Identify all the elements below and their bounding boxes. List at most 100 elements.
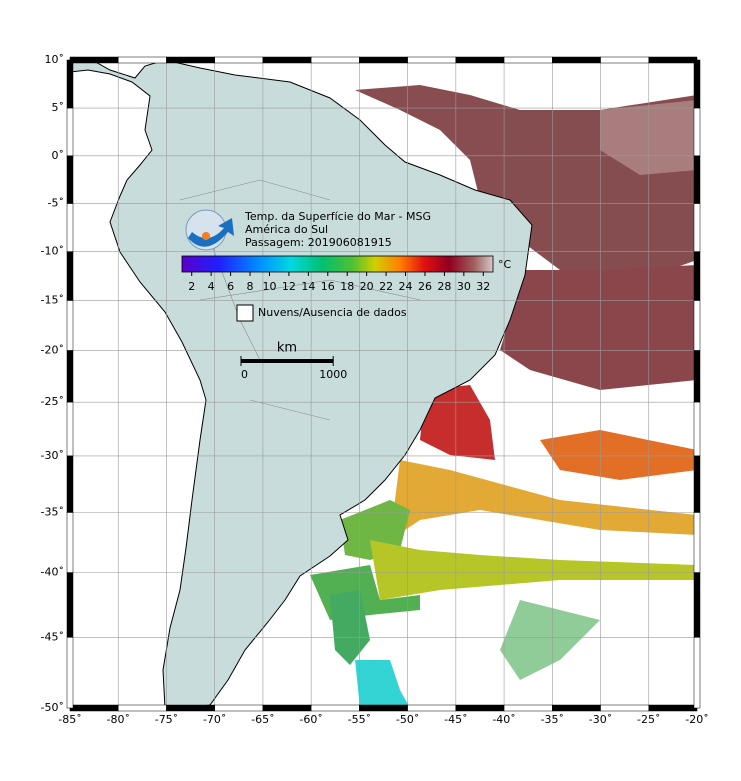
y-tick-label: -30˚	[41, 449, 64, 462]
pass: Passagem: 201906081915	[245, 236, 392, 249]
y-tick-label: 0˚	[52, 149, 65, 162]
frame-segment	[66, 401, 74, 457]
frame-segment	[455, 704, 505, 712]
y-tick-label: 5˚	[52, 101, 65, 114]
frame-segment	[262, 704, 312, 712]
x-tick-label: -70˚	[203, 713, 226, 726]
y-tick-label: -5˚	[48, 197, 64, 210]
frame-segment	[66, 300, 74, 351]
frame-segment	[310, 56, 360, 64]
x-tick-label: -30˚	[589, 713, 612, 726]
frame-segment	[166, 704, 215, 712]
y-tick-label: -20˚	[41, 344, 64, 357]
frame-segment	[693, 107, 701, 157]
x-tick-label: -20˚	[685, 713, 708, 726]
x-tick-label: -55˚	[348, 713, 371, 726]
y-tick-label: -40˚	[41, 566, 64, 579]
scale-tick-label: 1000	[319, 368, 347, 381]
y-tick-label: -15˚	[41, 294, 64, 307]
frame-segment	[214, 56, 264, 64]
colorbar-tick-label: 16	[321, 280, 335, 293]
frame-segment	[455, 56, 505, 64]
frame-segment	[648, 704, 698, 712]
x-tick-label: -75˚	[155, 713, 178, 726]
colorbar-tick-label: 8	[247, 280, 254, 293]
x-tick-label: -50˚	[396, 713, 419, 726]
frame-segment	[693, 512, 701, 573]
x-tick-label: -65˚	[251, 713, 274, 726]
frame-segment	[117, 56, 167, 64]
frame-segment	[66, 572, 74, 638]
frame-segment	[262, 56, 312, 64]
y-tick-label: -45˚	[41, 630, 64, 643]
y-tick-label: -10˚	[41, 245, 64, 258]
frame-segment	[693, 637, 701, 709]
frame-segment	[214, 704, 264, 712]
frame-segment	[66, 455, 74, 513]
frame-segment	[600, 704, 650, 712]
colorbar	[181, 255, 494, 273]
scale-bar: 0 1000	[240, 356, 347, 381]
colorbar-tick-label: 22	[379, 280, 393, 293]
frame-segment	[69, 56, 119, 64]
nodata-swatch	[236, 304, 254, 322]
frame-ticks	[66, 56, 701, 712]
x-tick-label: -25˚	[637, 713, 660, 726]
land	[70, 60, 533, 708]
logo	[185, 209, 234, 251]
frame-segment	[66, 512, 74, 573]
colorbar-tick-label: 28	[437, 280, 451, 293]
colorbar-tick-label: 2	[188, 280, 195, 293]
frame-segment	[503, 704, 553, 712]
frame-segment	[166, 56, 215, 64]
x-tick-label: -35˚	[541, 713, 564, 726]
x-tick-label: -80˚	[106, 713, 129, 726]
frame-segment	[693, 251, 701, 301]
colorbar-tick-label: 10	[262, 280, 276, 293]
colorbar-tick-label: 18	[340, 280, 354, 293]
x-tick-label: -60˚	[299, 713, 322, 726]
y-tick-label: -25˚	[41, 395, 64, 408]
frame-segment	[66, 637, 74, 709]
frame-segment	[503, 56, 553, 64]
scale-unit: km	[277, 341, 297, 356]
colorbar-unit: °C	[498, 258, 512, 271]
frame-segment	[69, 704, 119, 712]
frame-segment	[552, 704, 601, 712]
frame-segment	[693, 572, 701, 638]
nodata-label: Nuvens/Ausencia de dados	[258, 306, 407, 319]
subtitle: América do Sul	[245, 223, 328, 236]
colorbar-tick-label: 6	[227, 280, 234, 293]
frame-segment	[66, 155, 74, 204]
y-tick-label: -50˚	[41, 701, 64, 714]
frame-segment	[407, 704, 457, 712]
x-tick-label: -40˚	[492, 713, 515, 726]
frame-segment	[693, 350, 701, 403]
colorbar-tick-label: 30	[457, 280, 471, 293]
frame-segment	[359, 56, 408, 64]
colorbar-tick-label: 12	[282, 280, 296, 293]
frame-segment	[600, 56, 650, 64]
y-tick-label: 10˚	[45, 53, 65, 66]
colorbar-tick-label: 26	[418, 280, 432, 293]
frame-segment	[310, 704, 360, 712]
frame-segment	[693, 455, 701, 513]
title: Temp. da Superfície do Mar - MSG	[244, 210, 431, 223]
x-tick-label: -45˚	[444, 713, 467, 726]
colorbar-tick-label: 14	[301, 280, 315, 293]
frame-segment	[552, 56, 601, 64]
frame-segment	[66, 350, 74, 403]
scale-bar-body	[241, 359, 334, 363]
frame-segment	[693, 155, 701, 204]
colorbar-ticks: 2 4 6 8 10 12 14 16 18 20 22 24 26 28 30 32	[188, 272, 490, 293]
colorbar-tick-label: 24	[399, 280, 413, 293]
frame-segment	[407, 56, 457, 64]
x-tick-label: -85˚	[58, 713, 81, 726]
sst-field	[310, 85, 697, 708]
scale-tick-label: 0	[241, 368, 248, 381]
frame-segment	[693, 300, 701, 351]
frame-segment	[359, 704, 408, 712]
y-tick-label: -35˚	[41, 505, 64, 518]
colorbar-tick-label: 20	[360, 280, 374, 293]
